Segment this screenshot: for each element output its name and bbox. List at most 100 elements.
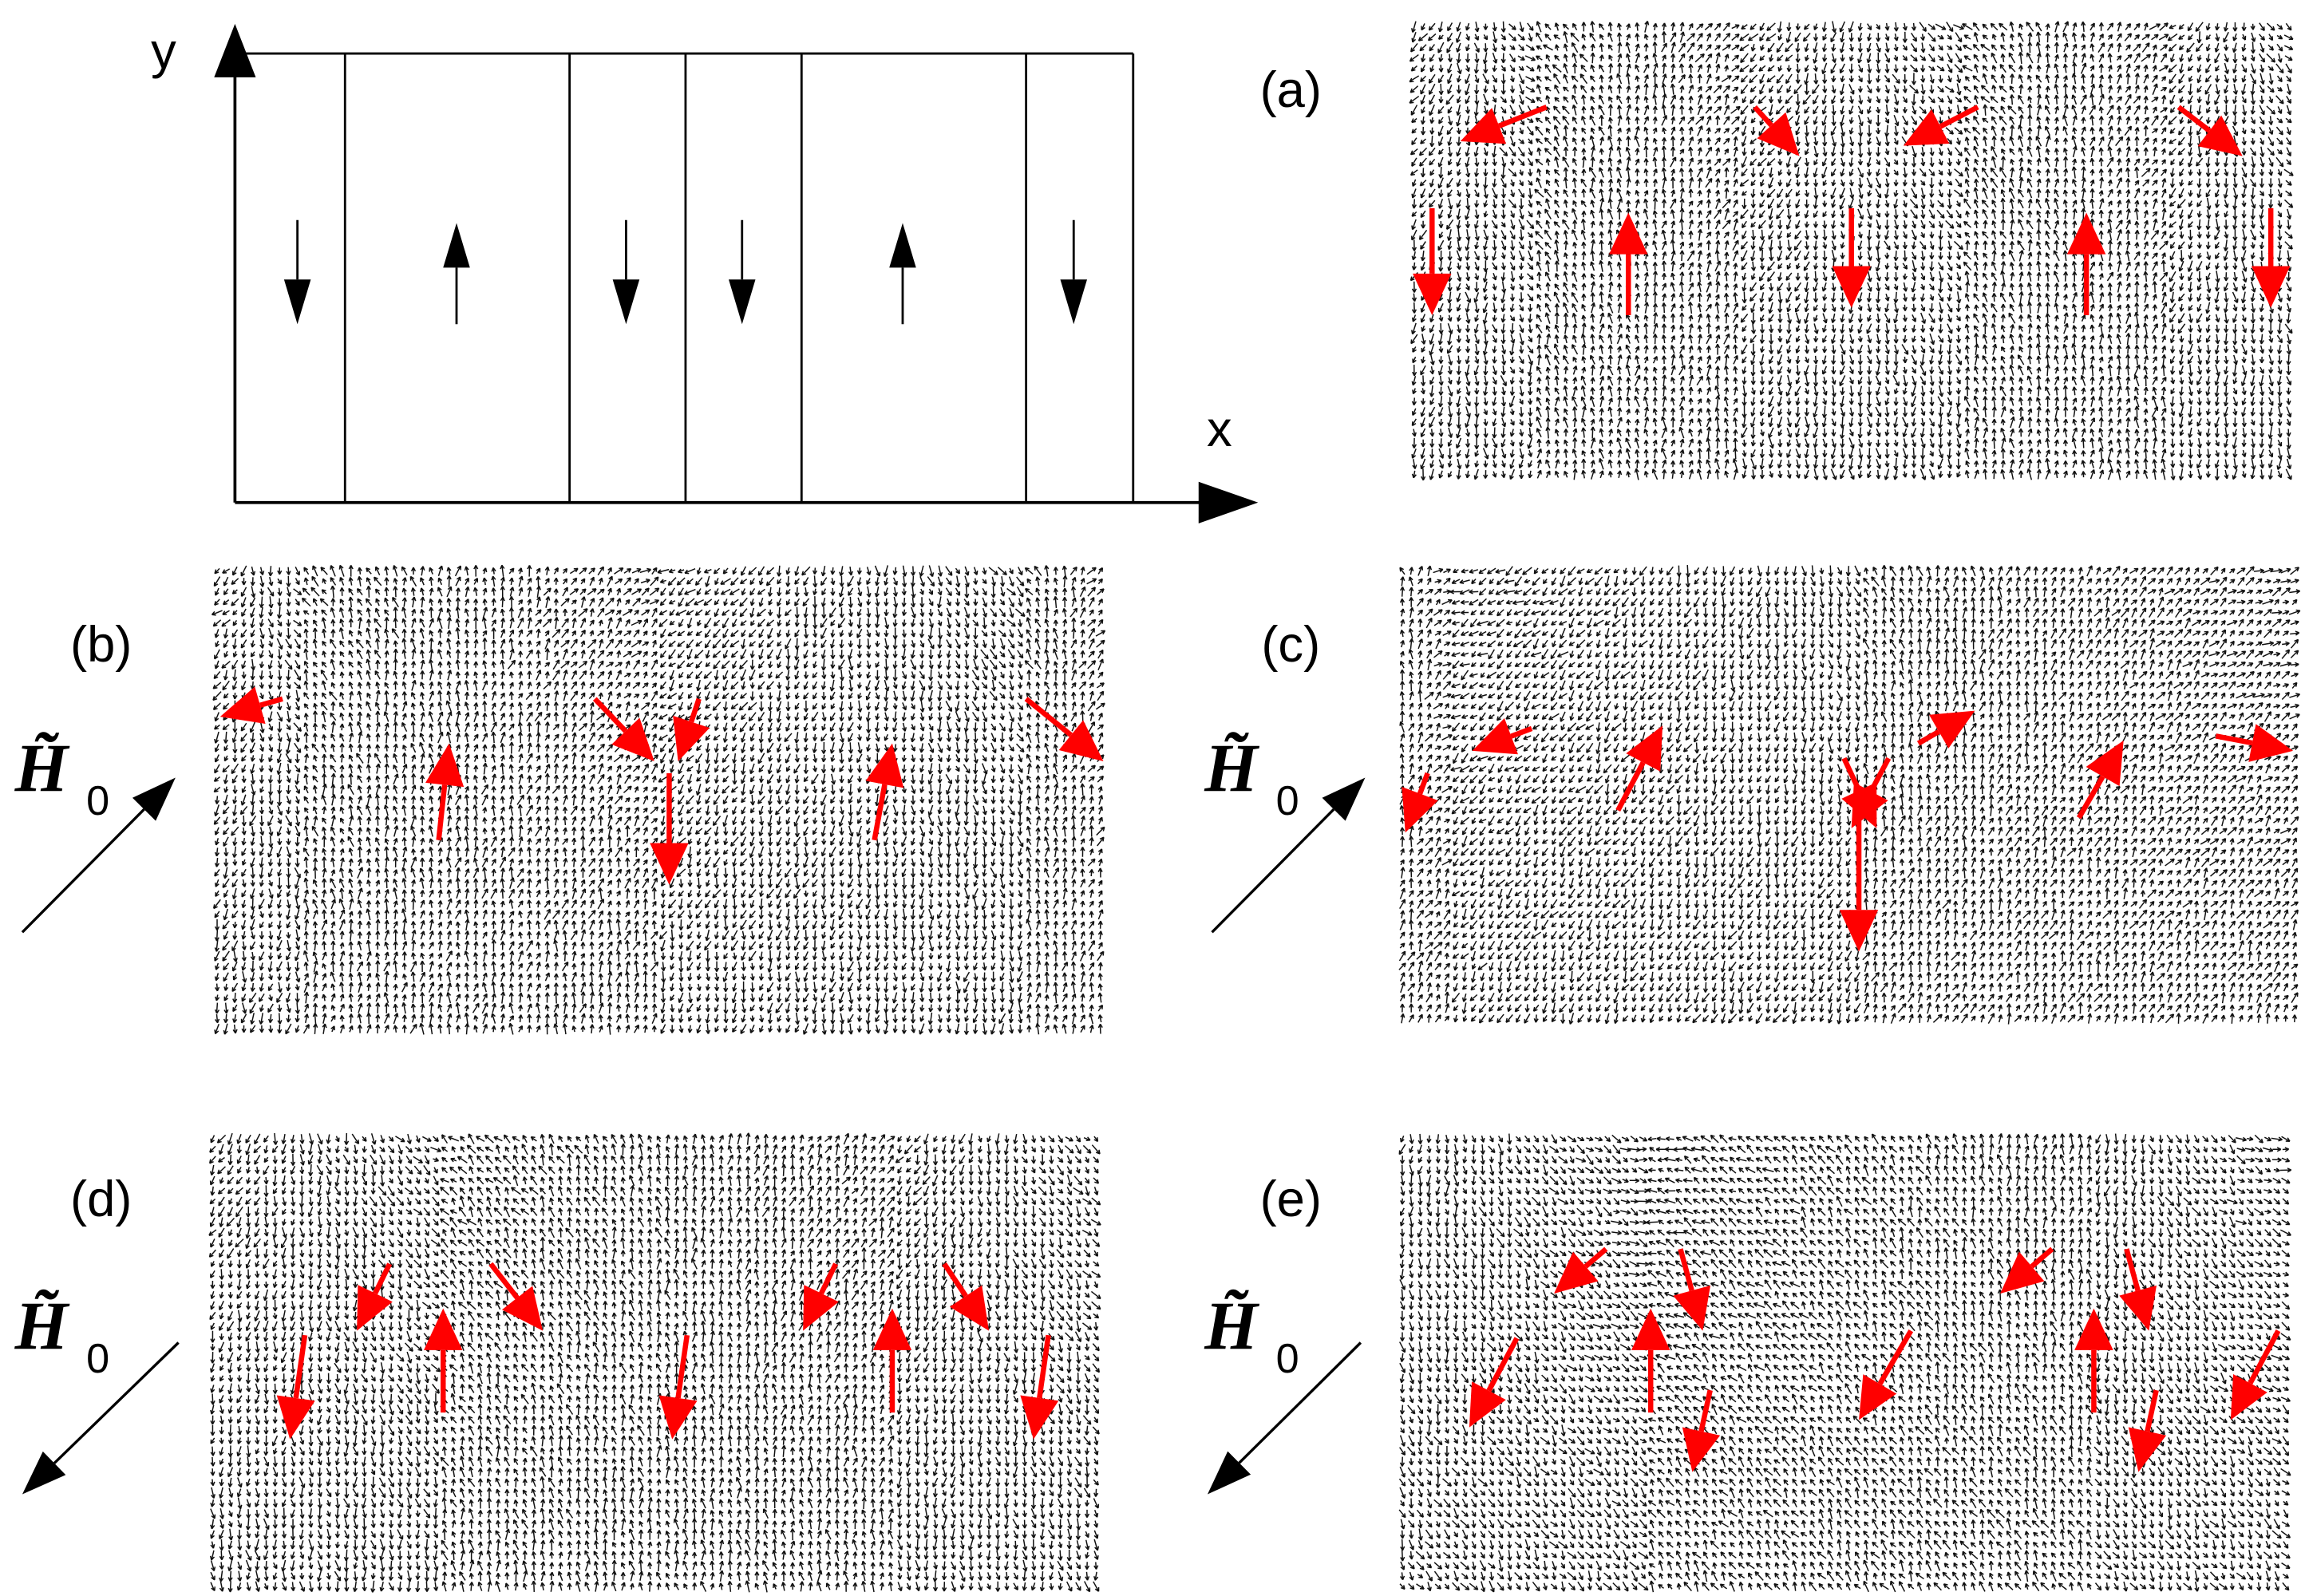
- spin-arrow-head: [219, 686, 266, 725]
- spin-arrow: [2215, 733, 2253, 746]
- y-label: y: [151, 24, 176, 80]
- spin-arrow-head: [1020, 1395, 1059, 1440]
- spin-arrow-head: [501, 1286, 544, 1331]
- field-symbol: H̃: [14, 1288, 70, 1364]
- spin-arrow-head: [1631, 1308, 1670, 1350]
- moment-arrow-head: [612, 279, 640, 325]
- spin-arrow: [1510, 725, 1533, 739]
- field-arrow-head: [132, 777, 176, 821]
- panel-label: (a): [1260, 62, 1322, 118]
- domain-walls: [343, 53, 1135, 503]
- vector-field: [1409, 20, 2294, 481]
- spin-arrow-head: [2251, 266, 2291, 308]
- panels: (a) (b) H̃ 0 (c) H̃ 0 (d) H̃ 0 (e) H̃ 0: [14, 20, 2301, 1593]
- spin-arrow-head: [276, 1395, 315, 1440]
- spin-arrow: [2248, 1329, 2281, 1385]
- spin-arrow-head: [2128, 1427, 2167, 1472]
- spin-arrow-head: [2000, 1251, 2045, 1294]
- spin-arrow: [1486, 1337, 1520, 1393]
- spin-arrow-head: [803, 1285, 839, 1331]
- field-arrow-head: [22, 1451, 66, 1495]
- spin-arrow: [436, 784, 448, 841]
- spin-arrow-head: [2248, 724, 2294, 762]
- spin-arrow-head: [872, 1308, 912, 1350]
- spin-arrow-head: [658, 1395, 698, 1440]
- spin-arrow-head: [2197, 115, 2243, 156]
- spin-arrow-head: [425, 743, 465, 788]
- spin-arrow-head: [1673, 1285, 1711, 1331]
- spin-arrow: [488, 1262, 520, 1300]
- moment-arrow-head: [1060, 279, 1088, 325]
- field-arrow-head: [1322, 777, 1366, 821]
- spin-arrow: [373, 1262, 393, 1295]
- spin-arrow-head: [1472, 717, 1518, 755]
- field-symbol: H̃: [1204, 730, 1259, 806]
- spin-arrow-head: [1757, 112, 1800, 156]
- moment-arrow-head: [283, 279, 311, 325]
- spin-arrow-head: [1859, 1374, 1897, 1420]
- spin-arrow: [259, 696, 283, 708]
- panel-label: (c): [1261, 617, 1320, 673]
- field-symbol: H̃: [14, 730, 70, 806]
- spin-arrow: [2145, 1389, 2159, 1432]
- spin-arrow: [2076, 775, 2105, 820]
- spin-arrow: [1037, 1334, 1051, 1399]
- field-symbol: H̃: [1204, 1288, 1259, 1364]
- spin-arrow: [1417, 772, 1430, 795]
- spin-arrow-head: [949, 1285, 990, 1331]
- vector-field: [1398, 564, 2301, 1025]
- field-subscript: 0: [86, 778, 109, 824]
- spin-arrow: [1753, 105, 1773, 128]
- spin-arrow-head: [1058, 720, 1104, 761]
- vector-field: [211, 564, 1106, 1035]
- x-label: x: [1207, 401, 1232, 457]
- field-subscript: 0: [1276, 778, 1299, 824]
- spin-arrow-head: [2066, 212, 2106, 255]
- spin-arrow: [1877, 1329, 1914, 1385]
- spin-arrow-head: [1609, 212, 1648, 255]
- spin-arrow-head: [1413, 273, 1452, 316]
- spin-arrow: [872, 784, 888, 841]
- spin-arrow: [1916, 729, 1940, 746]
- spin-arrow-head: [1929, 710, 1975, 749]
- spin-arrow-head: [1903, 109, 1950, 146]
- y-axis-head: [214, 23, 256, 77]
- spin-arrow-head: [1851, 782, 1888, 828]
- x-axis-head: [1198, 481, 1259, 523]
- spin-arrow-head: [2086, 740, 2124, 787]
- vector-field: [208, 1132, 1101, 1593]
- spin-arrow-head: [1460, 108, 1507, 144]
- spin-arrow-head: [611, 717, 654, 761]
- spin-arrow: [1678, 1248, 1694, 1292]
- moment-arrow-head: [889, 223, 916, 268]
- field-arrow-head: [1207, 1451, 1251, 1495]
- spin-arrow-head: [1682, 1427, 1721, 1472]
- spin-arrow-head: [1626, 725, 1663, 772]
- spin-arrow: [2177, 105, 2212, 133]
- spin-arrow-head: [2119, 1285, 2157, 1331]
- spin-arrow: [1497, 105, 1548, 128]
- spin-arrow: [675, 1334, 690, 1399]
- spin-arrow-head: [865, 743, 904, 788]
- spin-arrow: [689, 697, 702, 723]
- spin-arrow: [293, 1334, 308, 1399]
- panel-label: (e): [1260, 1171, 1322, 1227]
- spin-arrow: [942, 1262, 968, 1298]
- field-subscript: 0: [1276, 1336, 1299, 1382]
- spin-arrow-head: [1832, 266, 1871, 308]
- spin-arrow: [2124, 1248, 2141, 1292]
- schematic: [214, 23, 1259, 523]
- spin-arrow-head: [1554, 1251, 1599, 1294]
- panel-label: (d): [70, 1171, 132, 1227]
- field-arrow: [21, 808, 145, 934]
- spin-arrow-head: [357, 1285, 393, 1331]
- spin-arrow: [592, 697, 628, 733]
- spin-arrow: [819, 1262, 839, 1295]
- spin-arrow-head: [650, 843, 689, 885]
- spin-arrow: [1868, 757, 1892, 793]
- spin-arrow-head: [424, 1308, 463, 1350]
- field-arrow: [1238, 1341, 1362, 1464]
- spin-arrow-head: [673, 715, 710, 761]
- spin-arrow: [2030, 1246, 2054, 1269]
